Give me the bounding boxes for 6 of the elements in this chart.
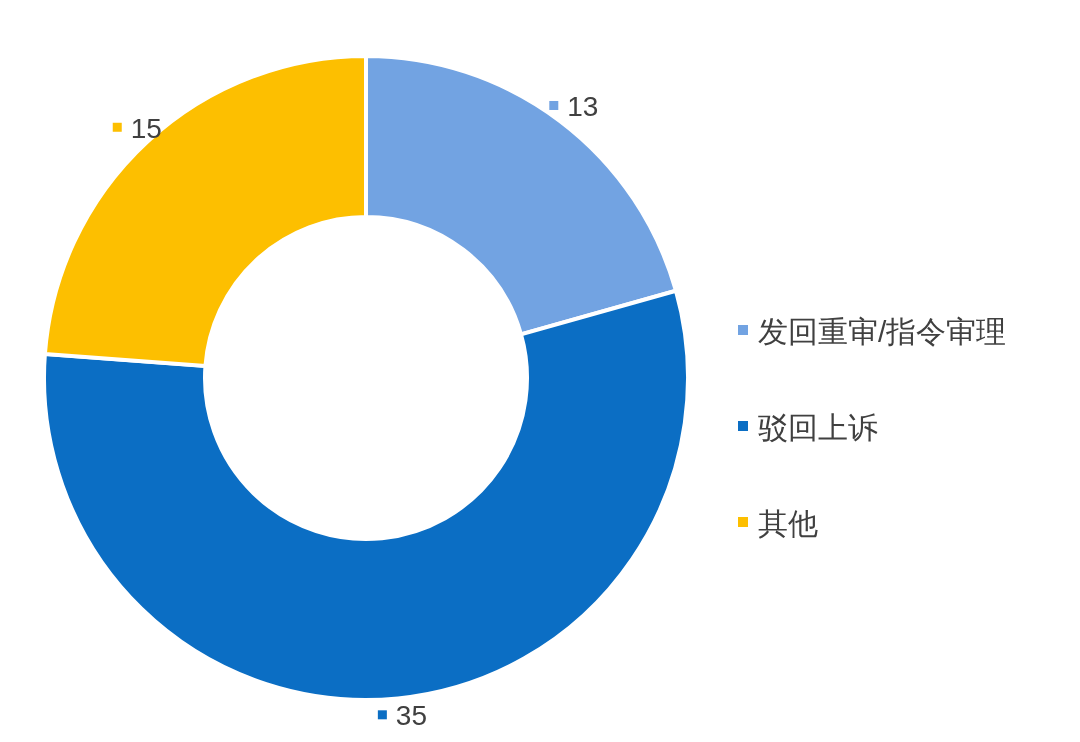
legend-label: 发回重审/指令审理 xyxy=(758,315,1007,348)
data-label: 35 xyxy=(395,700,428,732)
data-label: 15 xyxy=(130,112,162,144)
legend-label: 驳回上诉 xyxy=(758,411,878,444)
legend-label: 其他 xyxy=(758,507,818,540)
data-label: 13 xyxy=(567,90,599,122)
